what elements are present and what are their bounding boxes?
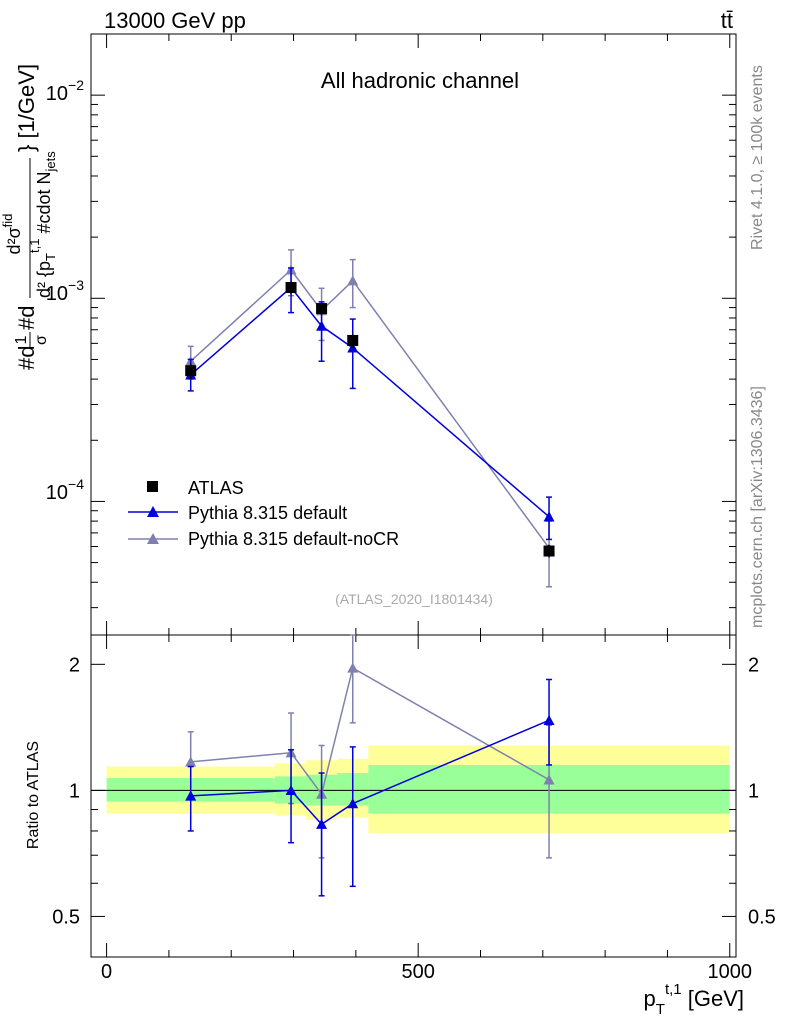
ratio-ytick-label-left: 1	[69, 780, 80, 802]
ratio-xtick-label: 500	[401, 961, 434, 983]
atlas-data-point	[285, 282, 297, 294]
main-panel: All hadronic channel (ATLAS_2020_I180143…	[0, 33, 737, 636]
ratio-xtick-label: 0	[101, 961, 112, 983]
data-point-triangle	[543, 511, 555, 522]
ratio-data-point	[543, 774, 555, 785]
ratio-ylabel: Ratio to ATLAS	[25, 741, 42, 849]
main-axis-ticks	[91, 33, 736, 635]
legend-label-pythia-nocr: Pythia 8.315 default-noCR	[188, 529, 399, 549]
atlas-data-point	[347, 334, 359, 346]
ratio-xtick-labels: 0 500 1000	[101, 961, 752, 983]
ratio-panel-frame	[90, 634, 737, 958]
ratio-data-point	[185, 790, 197, 801]
ratio-ytick-label-left: 2	[69, 654, 80, 676]
atlas-data-point	[316, 303, 328, 315]
legend-marker-atlas	[147, 481, 158, 492]
svg-text:d²σfid: d²σfid	[0, 214, 24, 255]
ratio-axis-ticks	[91, 635, 736, 958]
data-point-triangle	[347, 275, 359, 286]
atlas-data-point	[543, 545, 555, 557]
ratio-data-point	[543, 714, 555, 725]
series-line	[190, 286, 550, 518]
svg-text:σ: σ	[33, 335, 50, 345]
svg-text:1: 1	[13, 335, 30, 344]
watermark: (ATLAS_2020_I1801434)	[335, 591, 493, 607]
ratio-xlabel: pTt,1 [GeV]	[644, 981, 744, 1018]
mcplots-label: mcplots.cern.ch [arXiv:1306.3436]	[749, 386, 766, 628]
ratio-data-layer	[185, 634, 555, 897]
ratio-ytick-label-right: 0.5	[748, 906, 776, 928]
ratio-data-point	[316, 818, 328, 829]
legend-label-pythia-default: Pythia 8.315 default	[188, 503, 347, 523]
main-ytick-label-1e-2: 10−2	[46, 77, 84, 105]
main-ylabel: #d 1 σ #d d²σfid d² {pTt,1 #cdot Njets }…	[0, 64, 58, 370]
ratio-data-point	[285, 784, 297, 796]
main-ytick-label-1e-3: 10−3	[46, 277, 84, 305]
legend-label-atlas: ATLAS	[188, 478, 244, 498]
svg-text:#d: #d	[14, 306, 39, 330]
ratio-ytick-label-right: 2	[748, 654, 759, 676]
main-data-layer	[185, 249, 555, 588]
legend-marker-pythia-default	[147, 506, 159, 517]
legend-marker-pythia-nocr	[147, 533, 159, 544]
ratio-ytick-labels: 0.5 0.5 1 1 2 2	[52, 654, 776, 928]
ratio-ytick-label-right: 1	[748, 780, 759, 802]
ratio-data-point	[347, 662, 359, 673]
legend: ATLAS Pythia 8.315 default Pythia 8.315 …	[128, 478, 399, 549]
svg-text:} [1/GeV]: } [1/GeV]	[14, 64, 39, 152]
svg-text:#d: #d	[14, 346, 39, 370]
ratio-uncertainty-bands	[91, 745, 736, 834]
ratio-xtick-label: 1000	[708, 961, 753, 983]
ratio-ytick-label-left: 0.5	[52, 906, 80, 928]
header-energy: 13000 GeV pp	[104, 8, 246, 33]
atlas-data-point	[185, 365, 197, 377]
ratio-data-point	[185, 756, 197, 767]
rivet-version-label: Rivet 4.1.0, ≥ 100k events	[749, 65, 766, 250]
ratio-data-point	[347, 798, 359, 809]
main-ytick-label-1e-4: 10−4	[46, 476, 84, 504]
main-title: All hadronic channel	[321, 68, 519, 93]
svg-text:d² {pTt,1 #cdot Njets: d² {pTt,1 #cdot Njets	[27, 151, 58, 298]
ratio-panel: Ratio to ATLAS 0.5 0.5 1 1 2 2 0 500 1000 pTt,1…	[25, 634, 776, 1018]
header-process: tt̄	[721, 8, 733, 33]
data-point-triangle	[316, 320, 328, 331]
